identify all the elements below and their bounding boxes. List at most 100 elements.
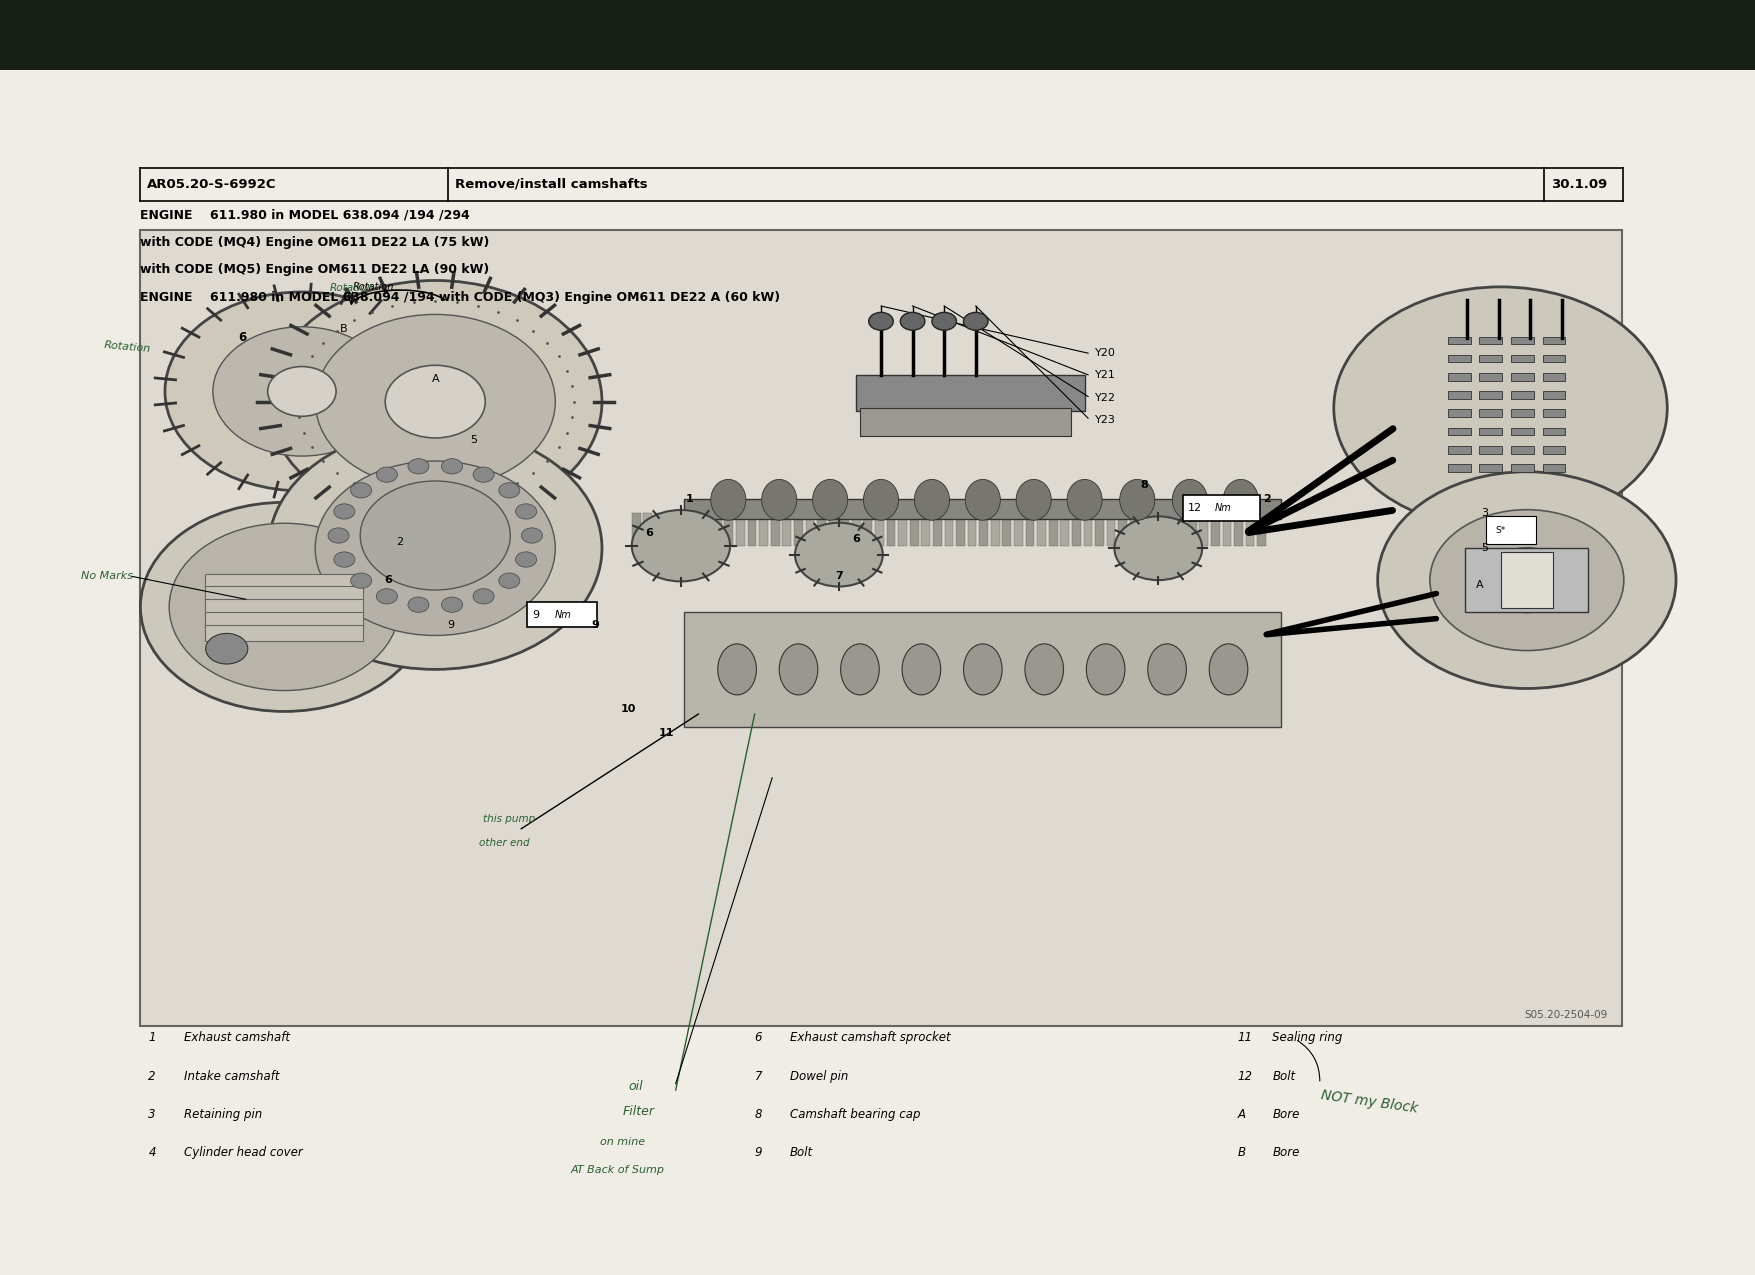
Bar [934, 513, 942, 546]
Circle shape [474, 589, 495, 604]
Text: Nm: Nm [1214, 504, 1232, 513]
Bar [1165, 513, 1174, 546]
Bar [1025, 513, 1034, 546]
Bar [140, 230, 1622, 1026]
Bar [1199, 513, 1207, 546]
Circle shape [269, 280, 602, 523]
Text: 9: 9 [532, 609, 539, 620]
Bar [860, 408, 1071, 436]
Bar [1448, 374, 1471, 381]
Text: Exhaust camshaft sprocket: Exhaust camshaft sprocket [790, 1031, 951, 1044]
Circle shape [516, 552, 537, 567]
Bar [760, 513, 769, 546]
Bar [1188, 513, 1197, 546]
Text: B: B [340, 324, 347, 334]
Bar [1479, 354, 1502, 362]
Bar [1511, 409, 1534, 417]
Bar [735, 513, 744, 546]
Text: 30.1.09: 30.1.09 [1551, 177, 1608, 191]
Text: Intake camshaft: Intake camshaft [184, 1070, 279, 1082]
Text: S05.20-2504-09: S05.20-2504-09 [1525, 1010, 1608, 1020]
Bar [644, 513, 653, 546]
Ellipse shape [841, 644, 879, 695]
Bar [921, 513, 930, 546]
Bar [1448, 354, 1471, 362]
Text: Y21: Y21 [1095, 371, 1116, 380]
Bar [1543, 464, 1565, 472]
Bar [1448, 391, 1471, 399]
Ellipse shape [762, 479, 797, 520]
Bar [956, 513, 965, 546]
Bar [1511, 464, 1534, 472]
Bar [1479, 409, 1502, 417]
Circle shape [869, 312, 893, 330]
Text: 6: 6 [755, 1031, 762, 1044]
Bar [1465, 548, 1588, 612]
Circle shape [795, 523, 883, 586]
Circle shape [442, 597, 463, 612]
Bar [1234, 513, 1243, 546]
Text: 7: 7 [835, 571, 842, 581]
Bar [1511, 427, 1534, 435]
Text: 2: 2 [149, 1070, 156, 1082]
Circle shape [351, 483, 372, 499]
Text: A: A [1476, 580, 1483, 590]
Bar [1072, 513, 1081, 546]
Circle shape [165, 292, 439, 491]
Bar [1511, 391, 1534, 399]
Circle shape [521, 528, 542, 543]
Circle shape [328, 528, 349, 543]
Text: Bore: Bore [1272, 1108, 1300, 1121]
Text: Y23: Y23 [1095, 416, 1116, 425]
Bar [1543, 409, 1565, 417]
Ellipse shape [718, 644, 756, 695]
Bar [1176, 513, 1185, 546]
Text: 10: 10 [621, 704, 635, 714]
Ellipse shape [1223, 479, 1258, 520]
Text: on mine: on mine [600, 1137, 646, 1148]
Text: 1: 1 [686, 493, 693, 504]
Circle shape [1114, 516, 1202, 580]
Bar [1141, 513, 1150, 546]
Bar [713, 513, 721, 546]
Ellipse shape [1209, 644, 1248, 695]
Text: oil: oil [628, 1080, 642, 1093]
Ellipse shape [1086, 644, 1125, 695]
Circle shape [205, 634, 247, 664]
Bar [992, 513, 1000, 546]
Bar [1543, 446, 1565, 454]
Text: 11: 11 [1237, 1031, 1253, 1044]
Circle shape [360, 481, 511, 590]
Text: Camshaft bearing cap: Camshaft bearing cap [790, 1108, 920, 1121]
Bar [632, 513, 641, 546]
Bar [0, 0, 1755, 70]
Text: with CODE (MQ5) Engine OM611 DE22 LA (90 kW): with CODE (MQ5) Engine OM611 DE22 LA (90… [140, 264, 490, 277]
Circle shape [140, 502, 428, 711]
Text: 1: 1 [149, 1031, 156, 1044]
Bar [1511, 374, 1534, 381]
Bar [783, 513, 792, 546]
Ellipse shape [1172, 479, 1207, 520]
Bar [1211, 513, 1220, 546]
Text: 12: 12 [1188, 504, 1202, 513]
Text: AR05.20-S-6992C: AR05.20-S-6992C [147, 177, 276, 191]
Text: Filter: Filter [623, 1105, 655, 1118]
Bar [828, 513, 837, 546]
Bar [1083, 513, 1092, 546]
Text: Remove/install camshafts: Remove/install camshafts [455, 177, 648, 191]
Text: 12: 12 [1237, 1070, 1253, 1082]
Text: Rotation: Rotation [104, 339, 151, 354]
Bar [1543, 427, 1565, 435]
Bar [979, 513, 988, 546]
Text: this pump: this pump [483, 813, 535, 824]
Text: 8: 8 [755, 1108, 762, 1121]
Text: ENGINE    611.980 in MODEL 638.094 /194 /294: ENGINE 611.980 in MODEL 638.094 /194 /29… [140, 208, 469, 222]
Circle shape [376, 589, 397, 604]
Bar [1014, 513, 1023, 546]
Bar [1511, 354, 1534, 362]
Text: 7: 7 [755, 1070, 762, 1082]
Bar [818, 513, 827, 546]
Text: NOT my Block: NOT my Block [1320, 1088, 1418, 1116]
Circle shape [407, 459, 428, 474]
Circle shape [351, 572, 372, 588]
